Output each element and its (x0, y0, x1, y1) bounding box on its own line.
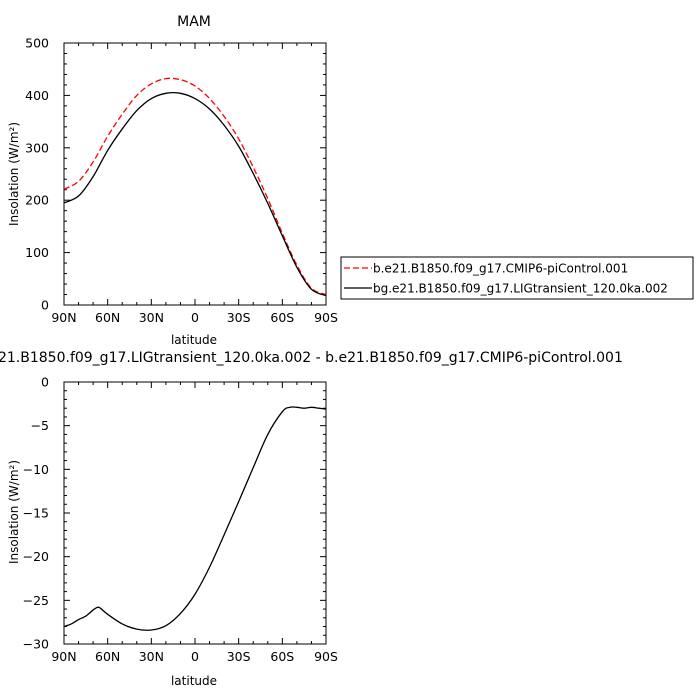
legend-box (340, 256, 694, 300)
top-x-tick-label: 90S (314, 310, 338, 325)
bottom-x-tick-label: 90S (314, 649, 338, 664)
top-y-axis-label: Insolation (W/m²) (7, 122, 21, 226)
top-y-tick-label: 0 (41, 298, 49, 313)
top-x-tick-label: 0 (191, 310, 199, 325)
bottom-plot-frame (63, 381, 327, 645)
bottom-y-tick-label: −20 (23, 549, 49, 564)
top-x-tick-label: 30N (139, 310, 164, 325)
top-series-line-0 (63, 77, 327, 296)
bottom-y-axis-label: Insolation (W/m²) (7, 460, 21, 564)
top-x-axis-label: latitude (171, 333, 217, 347)
top-y-tick-label: 500 (25, 36, 49, 51)
bottom-y-tick-label: −25 (23, 593, 49, 608)
bottom-y-tick-label: 0 (41, 375, 49, 390)
top-x-tick-label: 60S (270, 310, 294, 325)
top-y-tick-label: 200 (25, 193, 49, 208)
bottom-x-tick-label: 30N (139, 649, 164, 664)
top-series-line-1 (63, 91, 327, 297)
top-y-tick-label: 300 (25, 140, 49, 155)
bottom-y-tick-label: −5 (31, 418, 49, 433)
top-panel: MAM latitude Insolation (W/m²) 90N 60N 30N… (7, 14, 694, 347)
bottom-panel: bg.e21.B1850.f09_g17.LIGtransient_120.0k… (0, 350, 623, 688)
top-plot-frame (63, 42, 327, 306)
bottom-x-axis-label: latitude (171, 674, 217, 688)
bottom-y-tick-label: −15 (23, 506, 49, 521)
bottom-y-tick-label: −30 (23, 637, 49, 652)
top-x-tick-label: 60N (95, 310, 120, 325)
top-chart-title: MAM (177, 14, 211, 30)
bottom-y-tick-label: −10 (23, 462, 49, 477)
bottom-x-tick-label: 30S (227, 649, 251, 664)
legend-label-1: bg.e21.B1850.f09_g17.LIGtransient_120.0k… (373, 282, 668, 296)
bottom-x-tick-label: 90N (51, 649, 76, 664)
bottom-x-tick-label: 60N (95, 649, 120, 664)
top-x-tick-label: 30S (227, 310, 251, 325)
top-x-tick-label: 90N (51, 310, 76, 325)
bottom-x-tick-label: 0 (191, 649, 199, 664)
bottom-chart-title: bg.e21.B1850.f09_g17.LIGtransient_120.0k… (0, 350, 623, 366)
bottom-x-tick-label: 60S (270, 649, 294, 664)
legend-label-0: b.e21.B1850.f09_g17.CMIP6-piControl.001 (373, 262, 628, 276)
top-y-tick-label: 400 (25, 88, 49, 103)
bottom-series-line-0 (63, 406, 327, 631)
legend: b.e21.B1850.f09_g17.CMIP6-piControl.001b… (340, 256, 694, 300)
top-y-tick-label: 100 (25, 245, 49, 260)
